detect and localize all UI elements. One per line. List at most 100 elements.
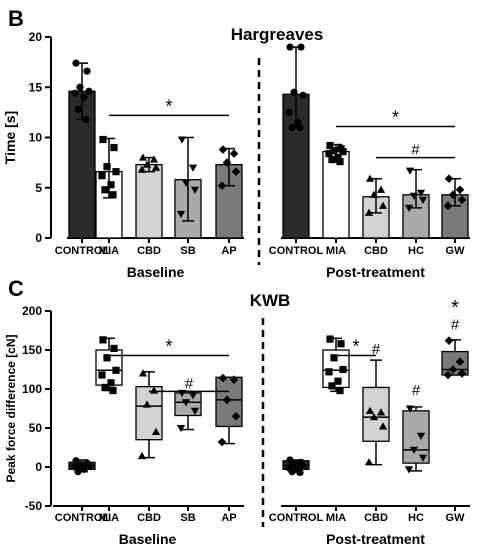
x-label-control: CONTROL <box>55 245 110 257</box>
data-point-post-treatment-control <box>297 43 305 51</box>
data-point-baseline-control <box>71 89 79 97</box>
data-point-baseline-cbd <box>151 427 161 435</box>
data-point-baseline-ap <box>231 167 241 176</box>
data-point-baseline-sb <box>188 164 198 172</box>
x-label-mia: MIA <box>99 512 119 524</box>
data-point-baseline-cbd <box>142 160 152 168</box>
x-label-gw: GW <box>446 245 466 257</box>
panel-c-letter: C <box>8 276 24 301</box>
data-point-baseline-cbd <box>151 163 161 171</box>
data-point-post-treatment-mia <box>330 354 338 362</box>
data-point-baseline-mia <box>110 143 118 152</box>
data-point-post-treatment-cbd <box>364 208 374 216</box>
data-point-baseline-ap <box>222 395 232 405</box>
data-point-post-treatment-hc <box>404 204 414 212</box>
data-point-baseline-sb <box>190 186 200 194</box>
data-point-baseline-control <box>76 83 84 91</box>
data-point-post-treatment-control <box>299 91 307 99</box>
data-point-post-treatment-mia <box>334 377 342 385</box>
data-point-baseline-mia <box>98 172 106 180</box>
data-point-post-treatment-cbd <box>365 406 375 414</box>
kwb-chart: -50 0 50 100 150 200 Peak force difference [cN… <box>4 297 470 547</box>
data-point-baseline-mia <box>110 344 118 353</box>
x-label-cbd: CBD <box>137 245 161 257</box>
data-point-post-treatment-gw <box>444 336 454 345</box>
data-point-post-treatment-hc <box>418 196 428 204</box>
bar-post-treatment-mia <box>322 150 350 239</box>
y-tick-label: 15 <box>29 80 43 94</box>
data-point-post-treatment-mia <box>326 141 334 150</box>
data-point-post-treatment-gw <box>457 195 467 205</box>
data-point-post-treatment-control <box>286 43 294 51</box>
significance-marker: # <box>185 375 194 392</box>
data-point-post-treatment-hc <box>416 189 426 197</box>
x-label-cbd: CBD <box>137 512 161 524</box>
data-point-baseline-cbd <box>149 155 159 163</box>
box-post-treatment-cbd <box>362 386 390 442</box>
significance-marker: # <box>372 341 381 358</box>
data-point-baseline-mia <box>101 383 109 392</box>
y-tick-label: 200 <box>22 304 42 318</box>
y-tick-label: 5 <box>35 181 42 195</box>
data-point-baseline-ap <box>222 158 232 167</box>
data-point-baseline-ap <box>218 373 228 383</box>
x-label-cbd: CBD <box>364 245 388 257</box>
data-point-post-treatment-control <box>290 88 298 96</box>
data-point-post-treatment-gw <box>444 174 454 184</box>
x-label-sb: SB <box>180 245 195 257</box>
data-point-post-treatment-gw <box>455 357 465 367</box>
data-point-post-treatment-control <box>285 108 293 116</box>
y-tick-label: 150 <box>22 343 42 357</box>
data-point-baseline-mia <box>107 181 115 189</box>
data-point-baseline-mia <box>99 336 107 344</box>
panel-b-letter: B <box>8 6 24 31</box>
data-point-post-treatment-hc <box>409 192 419 200</box>
data-point-post-treatment-hc <box>418 454 428 462</box>
data-point-baseline-sb <box>190 407 200 415</box>
significance-marker: * <box>165 336 172 356</box>
significance-marker: * <box>451 297 459 319</box>
data-point-baseline-sb <box>176 424 186 433</box>
data-point-baseline-ap <box>229 375 239 384</box>
y-axis-label: Peak force difference [cN] <box>4 334 18 482</box>
data-point-baseline-control <box>74 105 82 113</box>
y-tick-label: 10 <box>29 131 43 145</box>
data-point-post-treatment-control <box>299 462 307 470</box>
data-point-baseline-sb <box>177 136 187 144</box>
y-tick-label: -50 <box>25 499 43 513</box>
data-point-baseline-mia <box>107 379 115 387</box>
data-point-baseline-control <box>82 115 90 124</box>
data-point-post-treatment-control <box>288 468 296 476</box>
x-label-ap: AP <box>221 512 236 524</box>
y-tick-label: 100 <box>22 382 42 396</box>
significance-marker: * <box>392 107 399 127</box>
x-label-ap: AP <box>221 245 236 257</box>
data-point-post-treatment-control <box>296 468 304 477</box>
x-label-mia: MIA <box>326 512 346 524</box>
y-tick-label: 20 <box>29 30 43 44</box>
data-point-baseline-ap <box>217 437 227 447</box>
data-point-post-treatment-gw <box>443 370 453 380</box>
data-point-post-treatment-control <box>286 456 294 464</box>
x-label-control: CONTROL <box>55 512 110 524</box>
data-point-baseline-control <box>85 87 93 95</box>
data-point-post-treatment-cbd <box>378 201 388 209</box>
data-point-baseline-mia <box>101 186 109 194</box>
data-point-post-treatment-cbd <box>369 190 379 198</box>
data-point-post-treatment-gw <box>455 185 465 195</box>
data-point-post-treatment-mia <box>325 368 333 376</box>
data-point-baseline-cbd <box>142 400 152 408</box>
data-point-baseline-mia <box>109 386 117 395</box>
bar-baseline-cbd <box>135 163 163 239</box>
data-point-post-treatment-gw <box>443 201 453 211</box>
group-label-baseline: Baseline <box>127 264 185 280</box>
data-point-post-treatment-control <box>296 123 304 132</box>
data-point-baseline-control <box>80 465 88 473</box>
box-baseline-sb <box>174 392 202 417</box>
data-point-baseline-mia <box>112 366 120 374</box>
data-point-baseline-sb <box>181 399 191 407</box>
data-point-baseline-control <box>74 468 82 476</box>
x-label-mia: MIA <box>99 245 119 257</box>
data-point-post-treatment-mia <box>337 340 345 348</box>
